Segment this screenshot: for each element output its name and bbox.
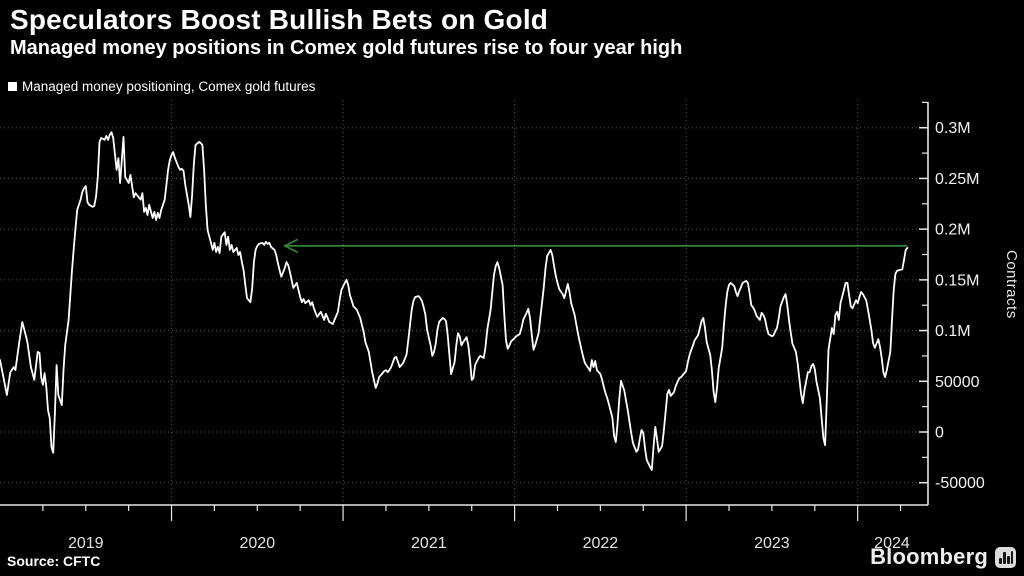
y-tick-label: 0.3M: [935, 120, 971, 137]
y-tick-label: 0.15M: [935, 272, 979, 289]
arrow-left-head-icon: [282, 238, 299, 254]
bloomberg-logo: Bloomberg: [870, 544, 1016, 570]
legend-label: Managed money positioning, Comex gold fu…: [22, 79, 316, 94]
page-title: Speculators Boost Bullish Bets on Gold: [10, 4, 549, 35]
y-tick-label: 0: [935, 424, 944, 441]
managed-money-series-line: [0, 131, 909, 471]
bloomberg-terminal-icon: [995, 546, 1016, 568]
y-tick-label: 0.25M: [935, 171, 979, 188]
page-subtitle: Managed money positions in Comex gold fu…: [10, 37, 683, 59]
legend-square-marker-icon: [8, 82, 17, 91]
y-tick-label: 0.2M: [935, 222, 971, 239]
y-tick-label: 50000: [935, 374, 980, 391]
legend: Managed money positioning, Comex gold fu…: [8, 79, 315, 94]
bloomberg-wordmark: Bloomberg: [870, 544, 988, 569]
x-year-label: 2023: [754, 535, 790, 552]
x-year-label: 2024: [874, 535, 910, 552]
source-note: Source: CFTC: [7, 553, 101, 569]
y-tick-label: -50000: [935, 475, 985, 492]
y-tick-label: 0.1M: [935, 323, 971, 340]
x-year-label: 2020: [240, 535, 276, 552]
y-axis-title: Contracts: [1003, 250, 1020, 319]
x-year-label: 2022: [583, 535, 619, 552]
x-year-label: 2019: [68, 535, 104, 552]
x-year-label: 2021: [411, 535, 447, 552]
